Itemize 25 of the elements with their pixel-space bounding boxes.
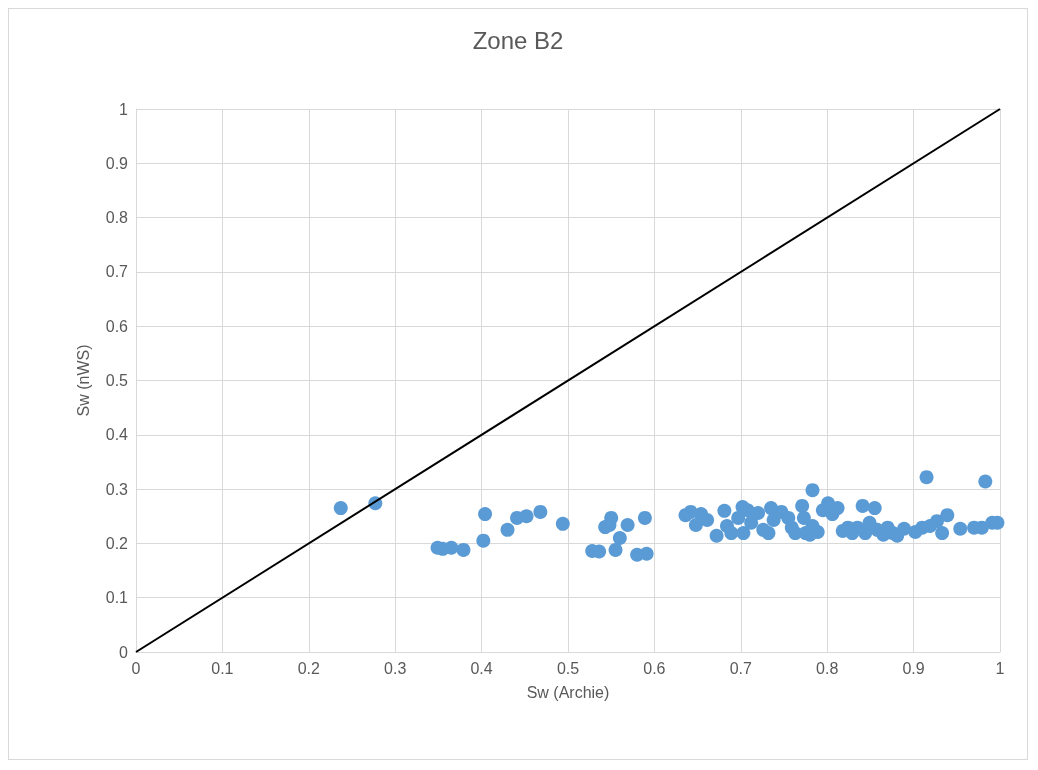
x-tick-label: 0.7: [729, 659, 753, 677]
x-tick-label: 0.6: [643, 659, 666, 677]
y-tick-label: 0.5: [105, 372, 129, 389]
y-tick-label: 0.8: [105, 209, 129, 227]
x-tick-label: 0.9: [902, 659, 925, 677]
x-tick-label: 1: [995, 659, 1005, 677]
chart-title: Zone B2: [472, 26, 564, 54]
y-axis-title: Sw (nWS): [74, 344, 92, 417]
y-tick-label: 0.1: [105, 589, 129, 607]
x-tick-label: 0.1: [211, 659, 234, 677]
x-tick-label: 0.2: [297, 659, 321, 677]
y-tick-label: 0: [119, 643, 129, 661]
x-tick-label: 0: [131, 659, 141, 677]
y-tick-label: 0.4: [105, 426, 129, 444]
x-axis-title: Sw (Archie): [526, 683, 610, 701]
y-tick-label: 0.7: [105, 263, 129, 281]
y-tick-label: 1: [119, 100, 129, 118]
x-tick-label: 0.4: [470, 659, 493, 677]
x-tick-label: 0.3: [384, 659, 407, 677]
y-tick-label: 0.3: [105, 480, 129, 498]
y-tick-label: 0.2: [105, 534, 129, 552]
y-tick-label: 0.6: [105, 317, 129, 335]
y-tick-label: 0.9: [105, 154, 129, 172]
x-tick-label: 0.5: [556, 659, 580, 677]
x-tick-label: 0.8: [816, 659, 839, 677]
